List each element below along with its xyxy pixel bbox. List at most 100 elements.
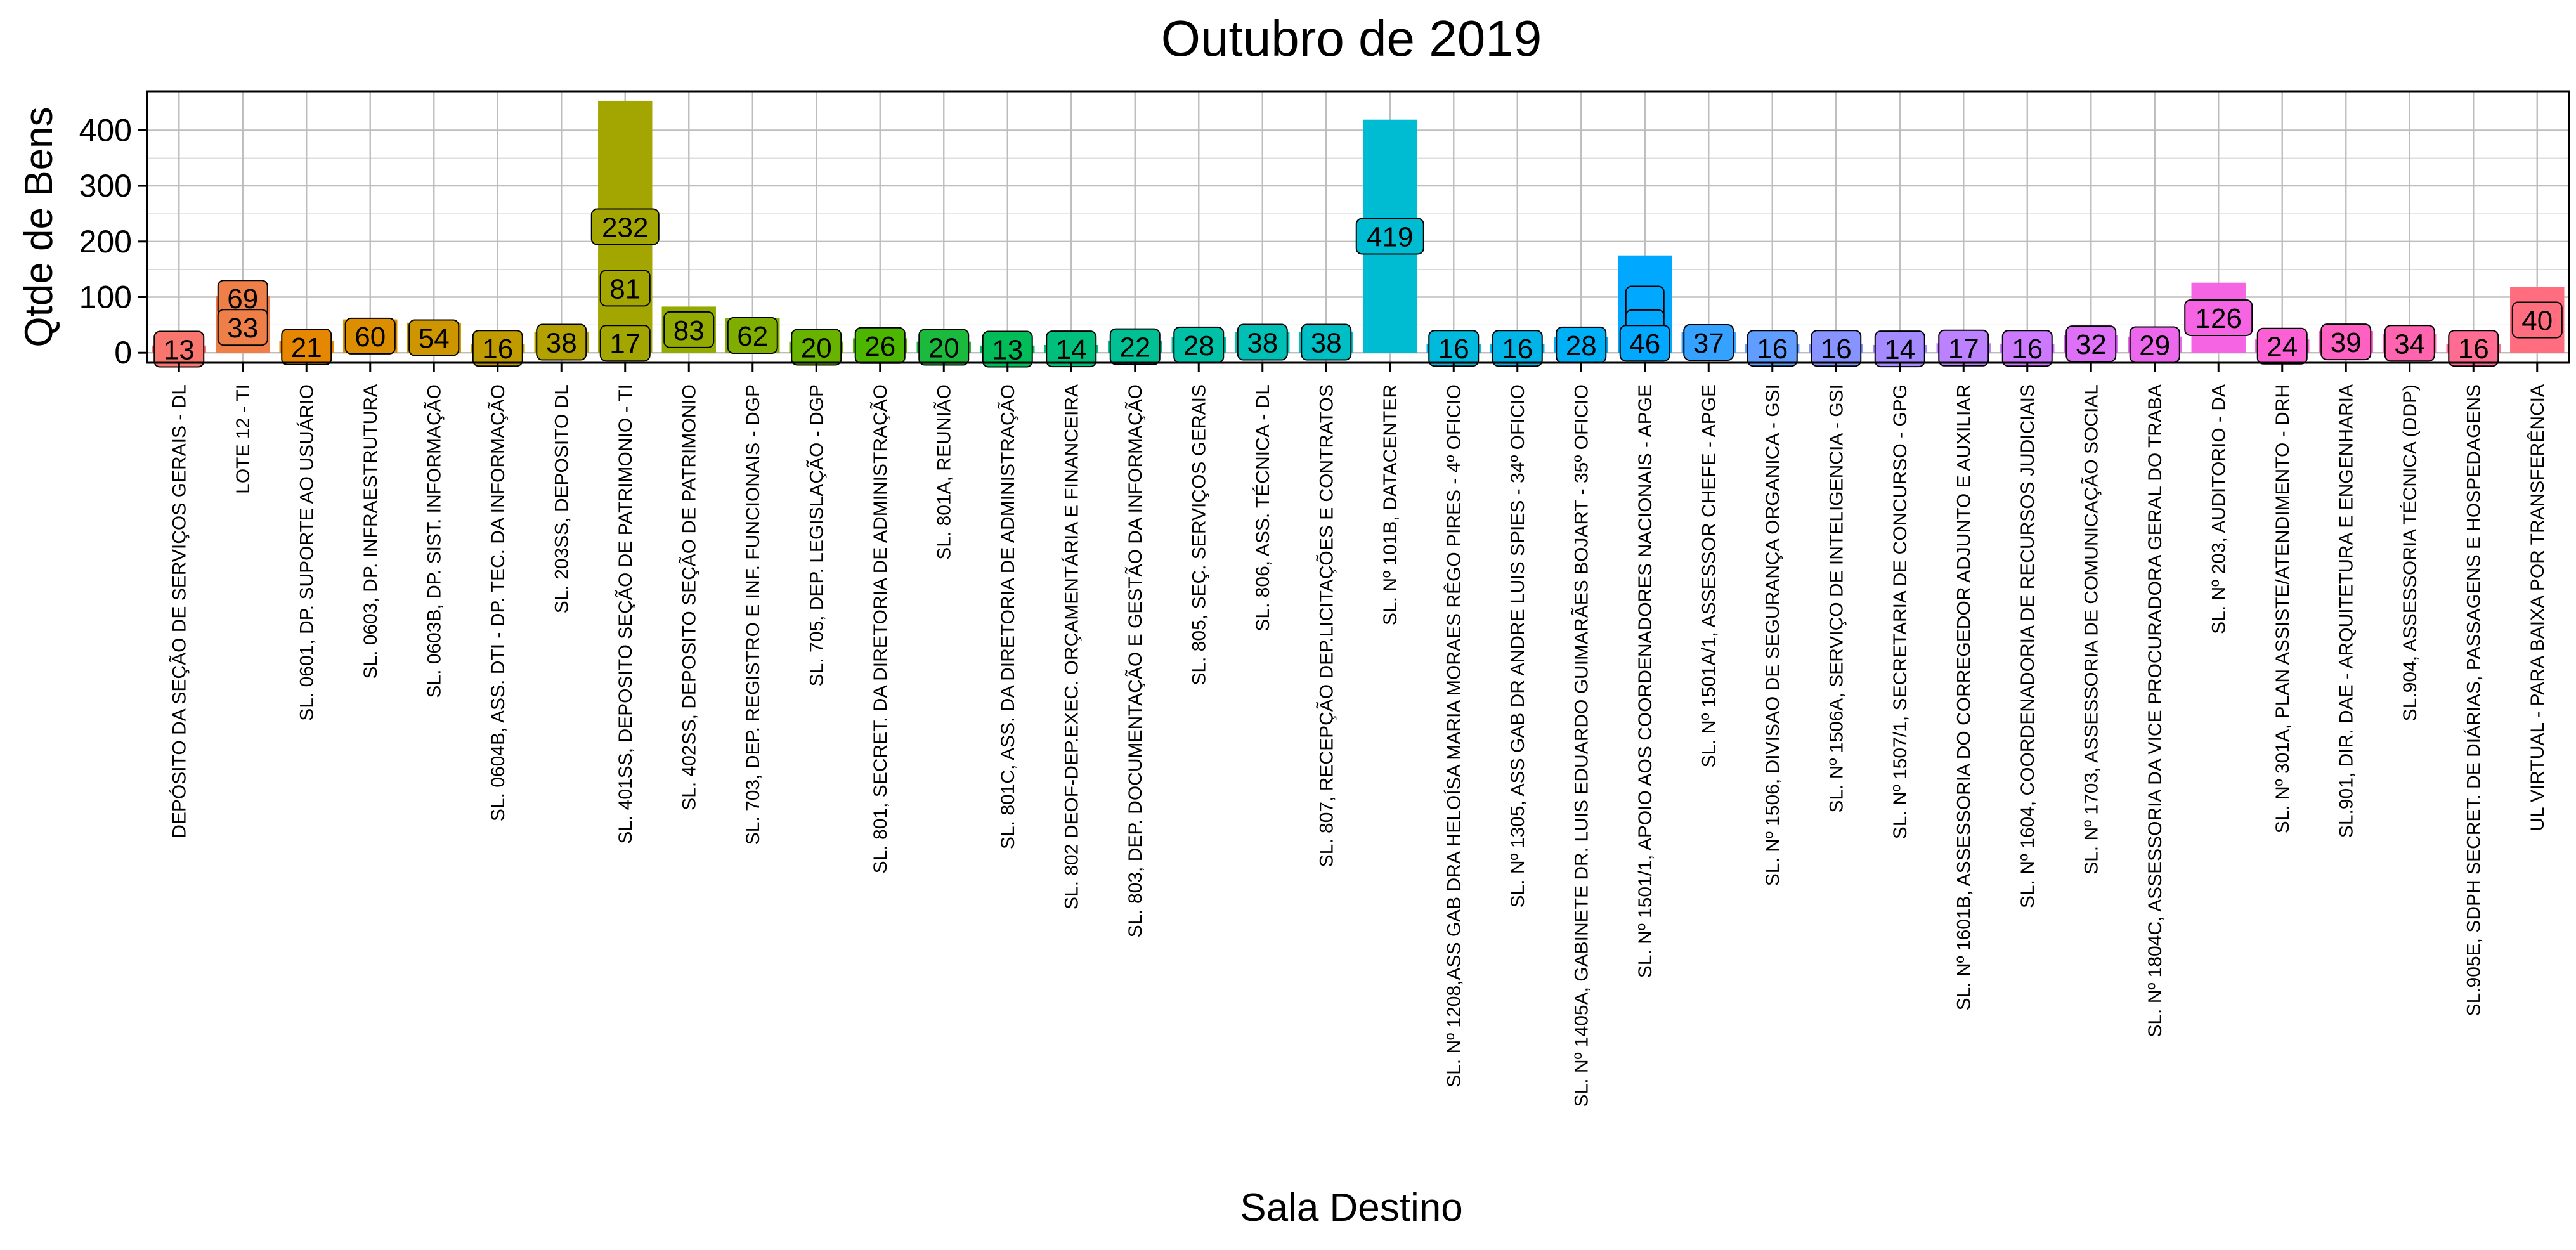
data-label-text: 29 [2139,330,2170,361]
data-label-text: 232 [602,212,648,244]
data-label: 21 [281,329,332,366]
data-label-text: 14 [1884,334,1915,365]
data-label: 22 [1109,328,1161,365]
data-label-box [663,311,715,348]
data-label: 13 [153,330,205,368]
data-label: 16 [1428,330,1480,367]
data-label: 13 [982,330,1033,368]
x-tick-label: SL. Nº 1305, ASS GAB DR ANDRE LUIS SPIES… [1507,384,1528,908]
data-label-text: 38 [546,328,577,359]
x-tick-label: SL. Nº 1601B, ASSESSORIA DO CORREGEDOR A… [1953,384,1974,1010]
data-label-text: 60 [355,322,386,353]
data-label: 126 [2184,299,2253,336]
data-label-text: 16 [2012,334,2043,365]
data-label: 17 [599,325,651,362]
data-label-text: 13 [992,335,1023,366]
data-label: 34 [2384,325,2435,362]
x-tick-label: SL. 402SS, DEPOSITO SEÇÃO DE PATRIMONIO [678,384,699,811]
data-label: 62 [727,317,778,355]
x-tick-label: SL. Nº 1506A, SERVIÇO DE INTELIGENCIA - … [1826,384,1847,813]
data-label: 26 [854,327,906,364]
grid-lines [147,91,2569,363]
data-label-box [536,323,587,361]
data-label-box [1683,323,1734,361]
data-label-text: 13 [164,335,195,366]
x-tick-label: SL. 703, DEP. REGISTRO E INF. FUNCIONAIS… [743,384,764,845]
data-label: 46 [1619,325,1670,362]
data-label-text: 126 [2195,303,2242,334]
data-label-text: 34 [2394,329,2425,360]
data-label: 83 [663,311,715,348]
data-label-box [727,317,778,355]
x-tick-label: UL VIRTUAL - PARA BAIXA POR TRANSFERÊNCI… [2527,384,2548,831]
y-axis: 0 100 200 300 400 [79,112,147,370]
data-label-text: 17 [1948,334,1979,365]
x-tick-label: SL. Nº 1405A, GABINETE DR. LUIS EDUARDO … [1570,384,1592,1107]
x-tick-label: SL. 805, SEÇ. SERVIÇOS GERAIS [1188,384,1209,686]
data-label-box [344,317,396,355]
x-tick-label: SL. 0604B, ASS. DTI - DP. TEC. DA INFORM… [487,384,509,821]
data-label: 16 [1747,330,1798,367]
x-tick-label: SL. Nº 1703, ASSESSORIA DE COMUNICAÇÃO S… [2080,384,2102,875]
x-tick-label: SL.901, DIR. DAE - ARQUITETURA E ENGENHA… [2336,384,2357,838]
y-axis-title: Qtde de Bens [17,107,61,347]
data-label: 29 [2129,326,2180,363]
data-label: 16 [2448,330,2499,367]
data-label-box [2320,323,2372,361]
y-tick-label: 0 [114,335,132,370]
x-tick-label: DEPÓSITO DA SEÇÃO DE SERVIÇOS GERAIS - D… [168,384,190,838]
data-label-text: 83 [673,315,705,346]
data-label: 28 [1173,326,1225,363]
y-tick-label: 100 [79,280,132,315]
x-axis: DEPÓSITO DA SEÇÃO DE SERVIÇOS GERAIS - D… [168,363,2548,1107]
data-label-box [1237,323,1288,361]
data-label: 39 [2320,323,2372,361]
x-tick-label: SL. 0601, DP. SUPORTE AO USUÁRIO [296,384,317,721]
data-label: 17 [1938,329,1989,367]
x-tick-label: SL. 802 DEOF-DEP.EXEC. ORÇAMENTÁRIA E FI… [1061,384,1082,909]
y-tick-label: 400 [79,112,132,148]
x-tick-label: SL. Nº 1501A/1, ASSESSOR CHEFE - APGE [1698,384,1719,768]
x-tick-label: SL. 0603B, DP. SIST. INFORMAÇÃO [423,384,445,698]
data-label: 38 [1301,323,1352,361]
x-tick-label: SL. 203SS, DEPOSITO DL [551,384,572,613]
data-label: 28 [1556,326,1607,363]
data-label-text: 62 [737,321,768,352]
data-label-box [217,309,268,346]
data-label-text: 16 [1821,334,1852,365]
data-label-box [1301,323,1352,361]
y-tick-label: 300 [79,168,132,204]
x-tick-label: SL. Nº 203, AUDITORIO - DA [2208,384,2229,634]
x-tick-label: SL.904, ASSESSORIA TÉCNICA (DDP) [2400,384,2421,721]
x-tick-label: SL. Nº 1506, DIVISAO DE SEGURANÇA ORGANI… [1762,384,1783,886]
data-label: 14 [1046,330,1097,368]
data-label-text: 38 [1311,328,1342,359]
data-label-text: 14 [1056,334,1087,365]
data-label: 37 [1683,323,1734,361]
data-label-box [590,208,660,245]
data-label-text: 54 [419,323,450,355]
x-tick-label: SL. 705, DEP. LEGISLAÇÃO - DGP [805,384,827,686]
x-tick-label: SL. Nº 301A, PLAN ASSISTE/ATENDIMENTO - … [2272,384,2293,833]
x-tick-label: SL. 401SS, DEPOSITO SEÇÃO DE PATRIMONIO … [615,384,636,844]
data-label-text: 22 [1119,332,1150,363]
data-label-text: 17 [609,329,641,360]
data-label: 60 [344,317,396,355]
x-tick-label: SL.905E, SDPH SECRET. DE DIÁRIAS, PASSAG… [2463,384,2484,1016]
x-tick-label: SL. Nº 101B, DATACENTER [1380,384,1401,625]
x-tick-label: SL. Nº 1604, COORDENADORIA DE RECURSOS J… [2017,384,2038,908]
data-label-box [2384,325,2435,362]
data-label-text: 33 [227,313,258,344]
x-tick-label: SL. 803, DEP. DOCUMENTAÇÃO E GESTÃO DA I… [1124,384,1146,937]
data-label: 419 [1355,218,1424,255]
data-label-text: 21 [291,332,322,363]
data-label: 16 [2001,330,2053,367]
data-label: 16 [472,330,523,367]
data-label: 40 [2511,301,2563,339]
data-label: 232 [590,208,660,245]
data-label-text: 81 [609,273,641,304]
data-label: 38 [536,323,587,361]
data-label-box [1619,325,1670,362]
